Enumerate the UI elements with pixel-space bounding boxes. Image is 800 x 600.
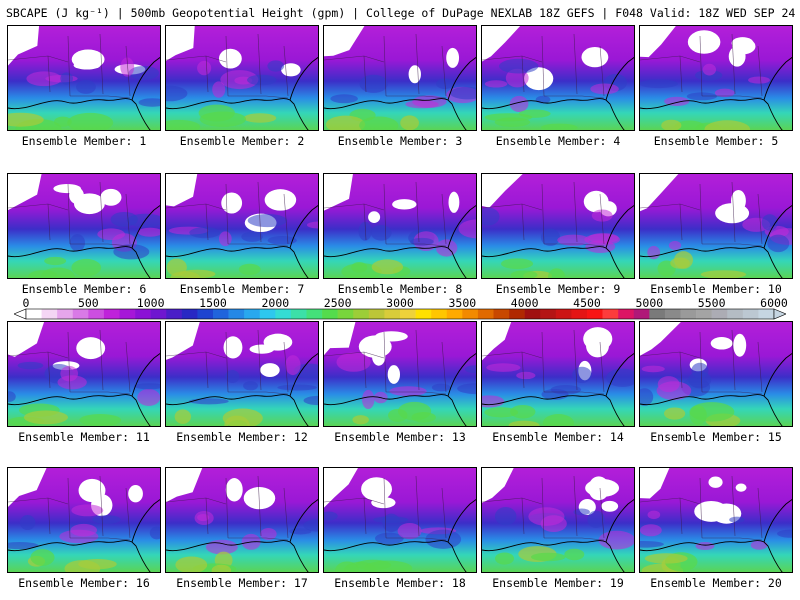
- sbcape-field: [8, 174, 160, 278]
- ensemble-member-map: [639, 25, 793, 131]
- ensemble-member-map: [323, 25, 477, 131]
- ensemble-member-label: Ensemble Member: 10: [650, 282, 782, 296]
- ensemble-member-label: Ensemble Member: 3: [337, 134, 463, 148]
- ensemble-member-label: Ensemble Member: 15: [650, 430, 782, 444]
- ensemble-member-label: Ensemble Member: 5: [653, 134, 779, 148]
- ensemble-member-map: [639, 321, 793, 427]
- sbcape-field: [640, 322, 792, 426]
- ensemble-member-map: [7, 467, 161, 573]
- ensemble-member-label: Ensemble Member: 19: [492, 576, 624, 590]
- ensemble-member-label: Ensemble Member: 7: [179, 282, 305, 296]
- ensemble-member-label: Ensemble Member: 12: [176, 430, 308, 444]
- sbcape-field: [482, 26, 634, 130]
- ensemble-member-label: Ensemble Member: 8: [337, 282, 463, 296]
- ensemble-member-map: [165, 467, 319, 573]
- ensemble-member-map: [639, 467, 793, 573]
- sbcape-field: [166, 174, 318, 278]
- ensemble-member-map: [7, 25, 161, 131]
- ensemble-member-map: [481, 467, 635, 573]
- colorbar-tick-label: 3500: [448, 296, 477, 310]
- colorbar-tick-label: 0: [22, 296, 30, 310]
- ensemble-member-map: [481, 25, 635, 131]
- sbcape-field: [482, 174, 634, 278]
- ensemble-member-map: [165, 321, 319, 427]
- sbcape-field: [324, 174, 476, 278]
- colorbar-tick-label: 5000: [635, 296, 664, 310]
- colorbar-tick-labels: 0 500 1000 1500 2000 2500 3000 3500 4000…: [0, 296, 800, 310]
- ensemble-member-label: Ensemble Member: 6: [21, 282, 147, 296]
- colorbar-tick-label: 1500: [199, 296, 227, 310]
- sbcape-field: [166, 26, 318, 130]
- map-title: SBCAPE (J kg⁻¹) | 500mb Geopotential Hei…: [6, 6, 800, 20]
- sbcape-field: [640, 468, 792, 572]
- colorbar-tick-label: 4000: [510, 296, 539, 310]
- ensemble-member-label: Ensemble Member: 1: [21, 134, 147, 148]
- sbcape-field: [166, 468, 318, 572]
- ensemble-member-label: Ensemble Member: 11: [18, 430, 150, 444]
- colorbar-tick-label: 5500: [697, 296, 726, 310]
- ensemble-member-label: Ensemble Member: 14: [492, 430, 624, 444]
- sbcape-field: [324, 26, 476, 130]
- ensemble-member-map: [323, 467, 477, 573]
- sbcape-field: [640, 26, 792, 130]
- sbcape-field: [324, 468, 476, 572]
- ensemble-member-map: [323, 173, 477, 279]
- colorbar-tick-label: 1000: [136, 296, 165, 310]
- sbcape-field: [8, 322, 160, 426]
- ensemble-member-map: [481, 321, 635, 427]
- ensemble-member-map: [323, 321, 477, 427]
- sbcape-field: [8, 468, 160, 572]
- ensemble-member-label: Ensemble Member: 16: [18, 576, 150, 590]
- sbcape-colorbar: [14, 308, 786, 320]
- colorbar-tick-label: 6000: [760, 296, 788, 310]
- colorbar-tick-label: 2500: [323, 296, 352, 310]
- colorbar-tick-label: 3000: [386, 296, 414, 310]
- ensemble-member-label: Ensemble Member: 18: [334, 576, 466, 590]
- ensemble-member-map: [481, 173, 635, 279]
- ensemble-member-label: Ensemble Member: 2: [179, 134, 305, 148]
- ensemble-member-label: Ensemble Member: 17: [176, 576, 308, 590]
- colorbar-tick-label: 500: [77, 296, 99, 310]
- sbcape-field: [482, 322, 634, 426]
- ensemble-member-label: Ensemble Member: 13: [334, 430, 466, 444]
- sbcape-field: [640, 174, 792, 278]
- ensemble-member-map: [7, 321, 161, 427]
- ensemble-member-label: Ensemble Member: 20: [650, 576, 782, 590]
- sbcape-field: [482, 468, 634, 572]
- ensemble-member-label: Ensemble Member: 4: [495, 134, 621, 148]
- ensemble-member-map: [7, 173, 161, 279]
- sbcape-field: [8, 26, 160, 130]
- ensemble-member-label: Ensemble Member: 9: [495, 282, 621, 296]
- ensemble-member-map: [639, 173, 793, 279]
- ensemble-member-map: [165, 173, 319, 279]
- sbcape-field: [166, 322, 318, 426]
- ensemble-member-map: [165, 25, 319, 131]
- colorbar-tick-label: 4500: [573, 296, 601, 310]
- sbcape-field: [324, 322, 476, 426]
- colorbar-tick-label: 2000: [261, 296, 290, 310]
